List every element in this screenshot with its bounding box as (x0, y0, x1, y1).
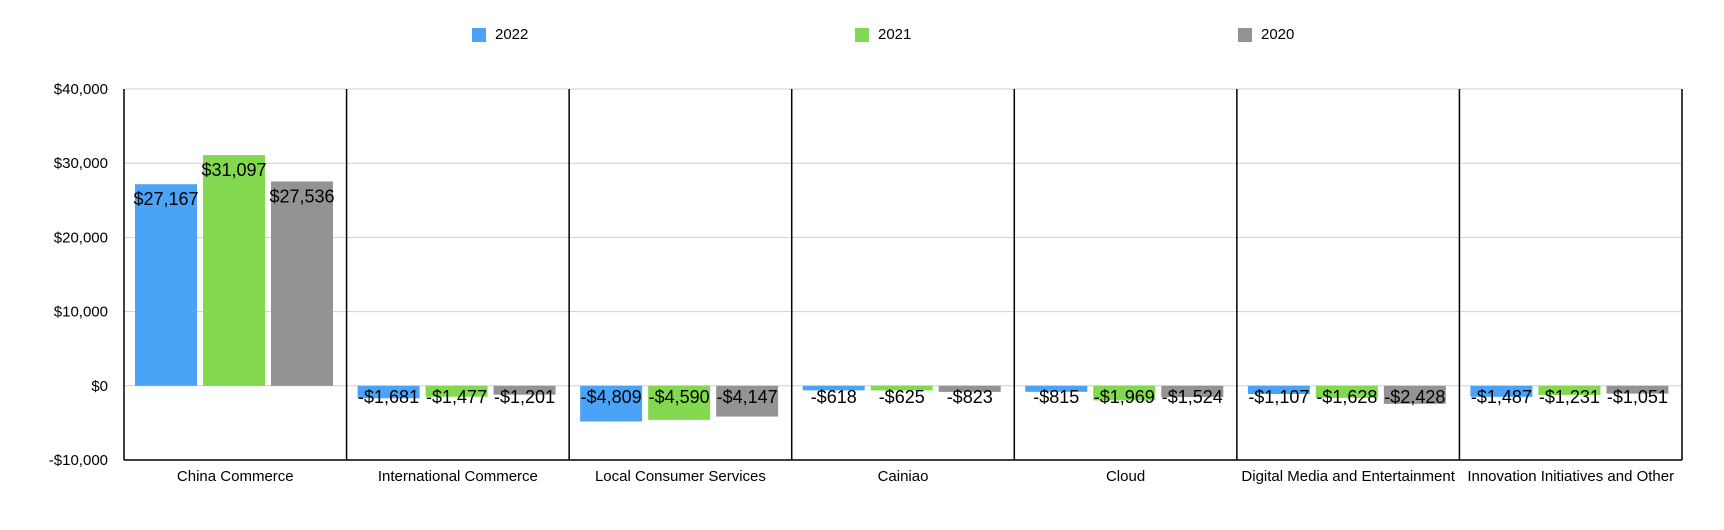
bar (1538, 385, 1601, 395)
data-label: -$1,681 (358, 387, 419, 407)
bar (493, 385, 556, 395)
legend-swatch-2020 (1238, 27, 1252, 42)
bar (271, 181, 333, 386)
data-label: -$625 (879, 387, 925, 407)
bar (1606, 385, 1669, 394)
data-label: -$4,147 (717, 387, 778, 407)
bar (135, 184, 197, 386)
data-label: -$1,969 (1094, 387, 1155, 407)
x-tick-label: Local Consumer Services (595, 468, 766, 485)
x-tick-label: Cloud (1106, 468, 1145, 485)
x-tick-label: Cainiao (878, 468, 929, 485)
bar (1161, 385, 1224, 398)
legend: 2022 2021 2020 (0, 26, 1724, 50)
data-label: -$1,487 (1471, 387, 1532, 407)
data-label: -$823 (947, 387, 993, 407)
data-label: -$4,809 (581, 387, 642, 407)
data-label: -$2,428 (1384, 387, 1445, 407)
bar (580, 385, 643, 422)
legend-item-2021: 2021 (855, 26, 911, 43)
bar (1093, 385, 1156, 401)
bar (1025, 385, 1088, 392)
data-label: -$815 (1033, 387, 1079, 407)
bar (1247, 385, 1310, 395)
legend-label: 2022 (495, 26, 529, 43)
legend-swatch-2022 (472, 27, 486, 42)
bar (648, 385, 711, 420)
data-label: -$1,201 (494, 387, 555, 407)
x-tick-label: Digital Media and Entertainment (1241, 468, 1455, 485)
y-tick-label: $40,000 (54, 81, 108, 98)
data-label: -$618 (811, 387, 857, 407)
y-tick-label: -$10,000 (49, 452, 108, 469)
data-label: -$1,628 (1316, 387, 1377, 407)
bar (938, 385, 1001, 392)
y-tick-label: $30,000 (54, 155, 108, 172)
data-label: $27,167 (133, 189, 198, 209)
data-label: -$4,590 (649, 387, 710, 407)
legend-item-2022: 2022 (472, 26, 528, 43)
data-label: $27,536 (269, 186, 334, 206)
data-label: $31,097 (201, 160, 266, 180)
data-label: -$1,107 (1248, 387, 1309, 407)
data-label: -$1,477 (426, 387, 487, 407)
y-tick-label: $0 (91, 378, 108, 395)
bar (357, 385, 420, 399)
x-tick-label: China Commerce (177, 468, 294, 485)
legend-swatch-2021 (855, 27, 869, 42)
x-tick-label: International Commerce (378, 468, 538, 485)
data-label: -$1,524 (1162, 387, 1223, 407)
legend-label: 2021 (878, 26, 912, 43)
bar (870, 385, 933, 391)
x-tick-label: Innovation Initiatives and Other (1467, 468, 1674, 485)
bar (203, 155, 265, 386)
data-label: -$1,231 (1539, 387, 1600, 407)
y-tick-label: $20,000 (54, 229, 108, 246)
bar (1315, 385, 1378, 398)
data-label: -$1,051 (1607, 387, 1668, 407)
bar (1383, 385, 1446, 404)
bar (425, 385, 488, 397)
legend-label: 2020 (1261, 26, 1295, 43)
legend-item-2020: 2020 (1238, 26, 1294, 43)
y-tick-label: $10,000 (54, 304, 108, 321)
bar (716, 385, 779, 417)
bar (802, 385, 865, 391)
bar (1470, 385, 1533, 397)
